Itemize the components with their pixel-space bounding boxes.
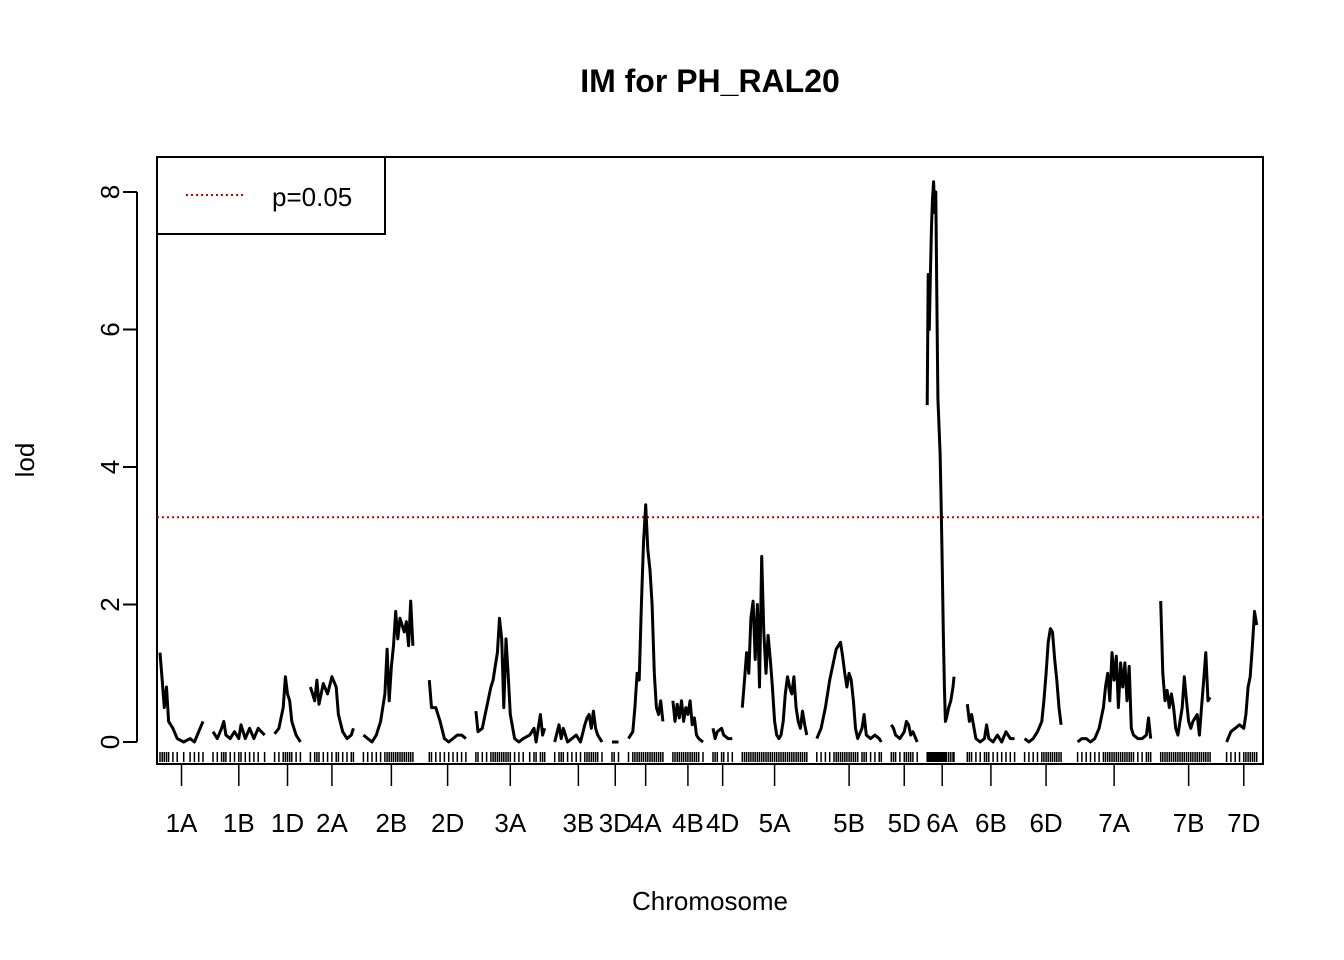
x-tick-label-6A: 6A: [926, 808, 958, 838]
y-tick-label: 6: [95, 322, 125, 336]
lod-curve-7D: [1225, 609, 1259, 743]
y-axis: 0 2 4 6 8: [95, 185, 138, 749]
y-tick-label: 2: [95, 597, 125, 611]
lod-curve-3A: [474, 616, 547, 744]
y-tick-label: 0: [95, 735, 125, 749]
x-tick-label-1A: 1A: [166, 808, 198, 838]
x-tick-label-5D: 5D: [888, 808, 921, 838]
lod-curve-6A: [925, 180, 956, 723]
y-tick-label: 4: [95, 460, 125, 474]
lod-curve-1D: [273, 675, 302, 743]
x-tick-label-4D: 4D: [706, 808, 739, 838]
lod-curve-5B: [815, 640, 883, 743]
marker-rug: [159, 752, 1258, 762]
lod-curve-4D: [711, 726, 733, 741]
x-tick-label-3B: 3B: [562, 808, 594, 838]
x-tick-label-5B: 5B: [833, 808, 865, 838]
x-tick-label-2A: 2A: [316, 808, 348, 838]
lod-curve-6D: [1023, 627, 1063, 744]
lod-curve-5A: [740, 554, 809, 741]
x-tick-label-2D: 2D: [431, 808, 464, 838]
legend: p=0.05: [156, 156, 386, 235]
x-axis-label: Chromosome: [632, 886, 788, 916]
lod-curve-7A: [1076, 651, 1153, 744]
lod-curve-2D: [427, 679, 467, 744]
lod-curve-4A: [627, 503, 665, 740]
x-tick-label-7B: 7B: [1173, 808, 1205, 838]
x-tick-label-7A: 7A: [1098, 808, 1130, 838]
lod-curve-4B: [671, 699, 704, 744]
lod-curve-2A: [308, 675, 355, 741]
x-tick-label-1B: 1B: [223, 808, 255, 838]
chart-title: IM for PH_RAL20: [580, 63, 840, 99]
x-tick-label-6B: 6B: [975, 808, 1007, 838]
x-tick-label-4A: 4A: [630, 808, 662, 838]
legend-box: [156, 156, 386, 235]
y-axis-label: lod: [10, 443, 40, 478]
x-tick-label-3A: 3A: [494, 808, 526, 838]
legend-threshold-label: p=0.05: [272, 182, 352, 212]
x-tick-label-3D: 3D: [599, 808, 632, 838]
x-tick-label-1D: 1D: [271, 808, 304, 838]
lod-curve-2B: [362, 599, 415, 744]
lod-curve-1A: [158, 652, 205, 744]
x-tick-label-5A: 5A: [759, 808, 791, 838]
x-tick-label-7D: 7D: [1227, 808, 1260, 838]
plot-frame: [156, 156, 1264, 765]
x-tick-label-6D: 6D: [1029, 808, 1062, 838]
y-tick-label: 8: [95, 185, 125, 199]
lod-curve-6B: [965, 704, 1015, 744]
x-tick-label-2B: 2B: [375, 808, 407, 838]
lod-curve-3B: [553, 709, 604, 744]
lod-curve-1B: [211, 719, 266, 741]
lod-curve-7B: [1159, 601, 1212, 737]
lod-curve-5D: [890, 719, 919, 743]
lod-curves: [158, 180, 1259, 744]
x-tick-label-4B: 4B: [672, 808, 704, 838]
